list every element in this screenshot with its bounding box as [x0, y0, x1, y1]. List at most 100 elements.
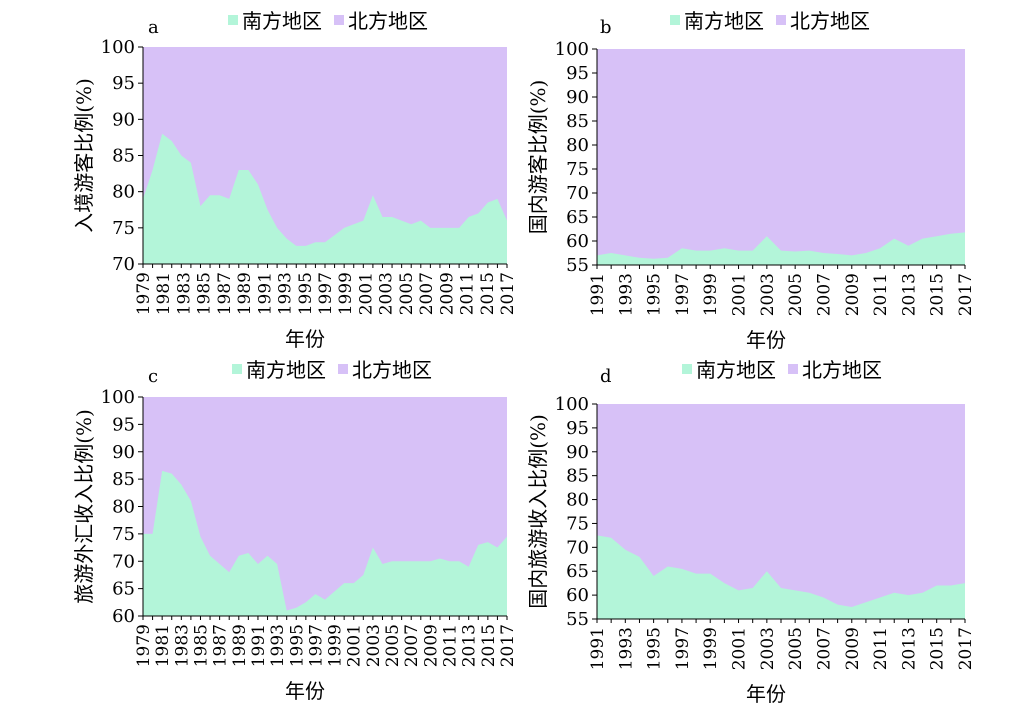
- x-tick-label: 2011: [871, 273, 891, 316]
- x-tick-label: 2015: [928, 627, 948, 670]
- y-tick-label: 100: [101, 387, 135, 408]
- x-tick-label: 1997: [673, 273, 693, 316]
- x-axis-title: 年份: [285, 679, 325, 703]
- x-tick-label: 2005: [397, 272, 417, 315]
- x-tick-label: 2009: [843, 627, 863, 670]
- y-tick-label: 70: [112, 551, 135, 572]
- y-tick-label: 80: [112, 497, 135, 518]
- y-tick-label: 70: [566, 537, 589, 558]
- x-tick-label: 1993: [276, 272, 296, 315]
- y-tick-label: 75: [112, 524, 135, 545]
- y-tick-label: 55: [566, 255, 589, 276]
- legend-label-north: 北方地区: [352, 358, 432, 382]
- y-tick-label: 90: [566, 442, 589, 463]
- x-tick-label: 2017: [498, 624, 518, 667]
- y-axis-title: 国内旅游收入比例(%): [526, 414, 550, 609]
- x-tick-label: 2007: [815, 273, 835, 316]
- x-tick-label: 2003: [377, 272, 397, 315]
- x-tick-label: 1995: [645, 273, 665, 316]
- legend-swatch-south: [232, 364, 242, 374]
- x-tick-label: 2007: [402, 624, 422, 667]
- x-tick-label: 1993: [616, 627, 636, 670]
- y-axis-title: 国内游客比例(%): [526, 80, 550, 235]
- x-tick-label: 1983: [172, 624, 192, 667]
- x-tick-label: 1987: [211, 624, 231, 667]
- y-tick-label: 95: [112, 414, 135, 435]
- x-tick-label: 1995: [645, 627, 665, 670]
- legend-label-south: 南方地区: [696, 358, 776, 382]
- y-tick-label: 90: [566, 87, 589, 108]
- x-tick-label: 1997: [316, 272, 336, 315]
- x-tick-label: 2001: [345, 624, 365, 667]
- x-tick-label: 1997: [306, 624, 326, 667]
- x-tick-label: 2011: [871, 627, 891, 670]
- panel-label: d: [600, 366, 612, 387]
- y-tick-label: 100: [101, 37, 135, 58]
- x-tick-label: 2015: [479, 624, 499, 667]
- chart-panel-b: 55 60 65 70 75 80 85 90 95 100 1991 1993 1995 1997 199…: [526, 9, 976, 352]
- south-area: [597, 535, 965, 619]
- legend-swatch-south: [682, 364, 692, 374]
- x-tick-label: 2009: [437, 272, 457, 315]
- x-tick-label: 1981: [154, 272, 174, 315]
- x-tick-label: 2013: [899, 273, 919, 316]
- x-tick-label: 1981: [153, 624, 173, 667]
- x-tick-label: 2005: [786, 273, 806, 316]
- x-tick-label: 2001: [730, 627, 750, 670]
- y-tick-label: 95: [112, 73, 135, 94]
- y-tick-label: 65: [566, 561, 589, 582]
- x-tick-label: 2003: [364, 624, 384, 667]
- panel-label: b: [600, 17, 612, 38]
- south-area: [143, 470, 507, 616]
- x-tick-label: 2001: [730, 273, 750, 316]
- x-tick-label: 1999: [701, 627, 721, 670]
- y-tick-label: 85: [112, 469, 135, 490]
- legend: 南方地区 北方地区: [228, 9, 428, 33]
- legend-label-north: 北方地区: [802, 358, 882, 382]
- x-tick-label: 1987: [215, 272, 235, 315]
- y-tick-label: 70: [112, 254, 135, 275]
- legend-label-south: 南方地区: [246, 358, 326, 382]
- x-tick-label: 1983: [174, 272, 194, 315]
- y-tick-label: 85: [566, 466, 589, 487]
- x-tick-label: 1985: [192, 624, 212, 667]
- legend-swatch-north: [788, 364, 798, 374]
- x-tick-label: 1979: [134, 272, 154, 315]
- y-tick-label: 60: [112, 606, 135, 627]
- y-tick-label: 75: [112, 218, 135, 239]
- x-tick-label: 1989: [230, 624, 250, 667]
- x-tick-label: 1995: [296, 272, 316, 315]
- x-tick-label: 1989: [235, 272, 255, 315]
- x-tick-label: 1991: [588, 273, 608, 316]
- y-tick-label: 55: [566, 609, 589, 630]
- x-tick-label: 2015: [928, 273, 948, 316]
- y-tick-label: 90: [112, 442, 135, 463]
- x-tick-label: 1985: [195, 272, 215, 315]
- x-tick-label: 2003: [758, 627, 778, 670]
- x-axis-title: 年份: [285, 327, 325, 351]
- legend-label-north: 北方地区: [348, 9, 428, 33]
- x-tick-label: 1991: [255, 272, 275, 315]
- panel-label: c: [148, 366, 158, 387]
- x-tick-label: 2003: [758, 273, 778, 316]
- x-tick-label: 1993: [616, 273, 636, 316]
- x-axis-title: 年份: [746, 328, 786, 352]
- legend-swatch-north: [776, 15, 786, 25]
- legend: 南方地区 北方地区: [682, 358, 882, 382]
- y-tick-label: 85: [566, 111, 589, 132]
- y-tick-label: 90: [112, 109, 135, 130]
- x-tick-label: 2013: [460, 624, 480, 667]
- x-tick-label: 2005: [383, 624, 403, 667]
- y-tick-label: 75: [566, 513, 589, 534]
- x-tick-label: 2009: [421, 624, 441, 667]
- x-tick-label: 2017: [956, 273, 976, 316]
- y-tick-label: 65: [566, 207, 589, 228]
- x-tick-label: 1999: [701, 273, 721, 316]
- legend-label-north: 北方地区: [790, 9, 870, 33]
- y-tick-label: 65: [112, 579, 135, 600]
- y-tick-label: 95: [566, 63, 589, 84]
